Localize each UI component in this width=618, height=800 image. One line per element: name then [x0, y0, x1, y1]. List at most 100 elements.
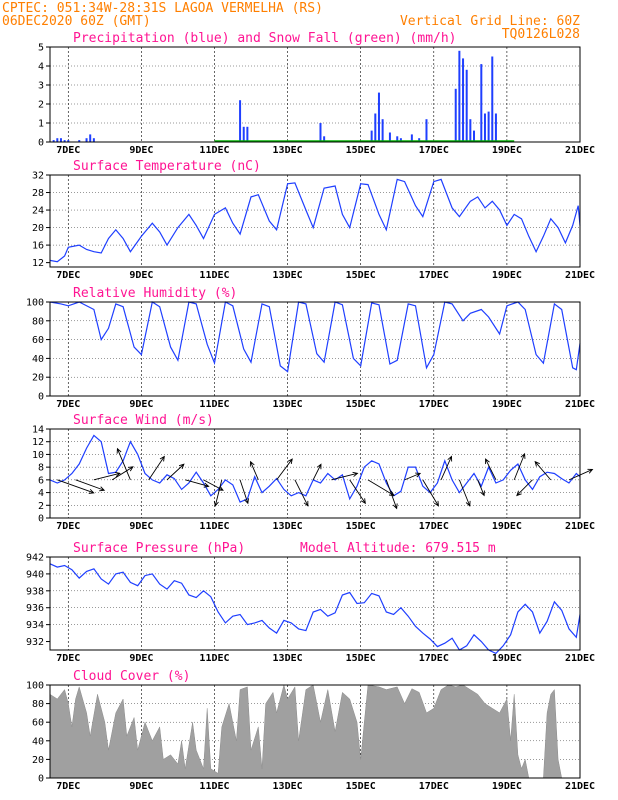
temp-ytick-label: 28: [32, 188, 44, 199]
wind-vector: [93, 471, 121, 481]
precip-xtick-label: 21DEC: [565, 145, 595, 156]
wind-line: [49, 434, 581, 503]
cloud-ytick-label: 100: [26, 681, 44, 692]
precip-ytick-label: 1: [38, 119, 44, 130]
wind-xtick-label: 13DEC: [273, 521, 303, 532]
precip-bar: [454, 88, 457, 142]
header-model: TQ0126L028: [502, 27, 580, 42]
wind-frame: [49, 428, 581, 519]
rh-xtick-label: 21DEC: [565, 399, 595, 410]
cloud-ytick-label: 0: [38, 774, 44, 785]
cloud-panel: Cloud Cover (%) 0 20 40 60 80 100 7DEC 9DEC 11DEC…: [26, 669, 595, 792]
temp-ytick-label: 24: [32, 206, 44, 217]
temp-xtick-label: 19DEC: [492, 270, 522, 281]
pressure-xtick-label: 15DEC: [346, 653, 376, 664]
rh-xtick-label: 19DEC: [492, 399, 522, 410]
wind-vector: [568, 468, 594, 481]
precip-bar: [323, 136, 326, 142]
rh-ytick-label: 60: [32, 335, 44, 346]
wind-vector: [485, 458, 497, 481]
wind-vector: [213, 479, 223, 507]
wind-ytick-label: 6: [38, 475, 44, 486]
cloud-ytick-label: 40: [32, 736, 44, 747]
rh-panel: Relative Humidity (%) 0 20 40 60 80 100 7DEC 9DE…: [26, 286, 595, 410]
wind-xtick-label: 21DEC: [565, 521, 595, 532]
wind-vector: [148, 455, 165, 481]
wind-vector: [331, 471, 359, 481]
rh-xtick-label: 13DEC: [273, 399, 303, 410]
precip-panel: Precipitation (blue) and Snow Fall (gree…: [38, 31, 595, 156]
rh-ytick-label: 0: [38, 392, 44, 403]
rh-ytick-label: 20: [32, 373, 44, 384]
rh-xtick-label: 17DEC: [419, 399, 449, 410]
wind-vector: [166, 463, 185, 481]
cloud-xtick-label: 19DEC: [492, 781, 522, 792]
precip-ytick-label: 0: [38, 138, 44, 149]
precip-bar: [319, 123, 322, 142]
wind-vector: [276, 458, 293, 481]
rh-line: [49, 301, 581, 373]
temp-xtick-label: 7DEC: [56, 270, 80, 281]
wind-ytick-label: 4: [38, 488, 44, 499]
precip-xtick-label: 7DEC: [56, 145, 80, 156]
cloud-xtick-label: 15DEC: [346, 781, 376, 792]
wind-vector: [312, 463, 322, 481]
wind-vector: [385, 479, 398, 510]
temp-xtick-label: 21DEC: [565, 270, 595, 281]
pressure-ytick-label: 936: [26, 603, 44, 614]
wind-vector: [349, 479, 366, 505]
precip-bar: [63, 140, 66, 142]
precip-bar: [473, 130, 475, 142]
precip-bar: [388, 132, 391, 142]
pressure-panel: Surface Pressure (hPa) Model Altitude: 67…: [26, 541, 595, 664]
wind-vector: [440, 455, 453, 481]
precip-bar: [377, 92, 380, 142]
rh-ytick-label: 80: [32, 316, 44, 327]
wind-vector: [513, 452, 526, 481]
wind-vector: [239, 479, 249, 505]
precip-ytick-label: 3: [38, 81, 44, 92]
precip-xtick-label: 11DEC: [199, 145, 229, 156]
precip-title: Precipitation (blue) and Snow Fall (gree…: [73, 31, 457, 46]
wind-vector: [249, 460, 259, 481]
wind-xtick-label: 17DEC: [419, 521, 449, 532]
temp-xtick-label: 15DEC: [346, 270, 376, 281]
pressure-xtick-label: 7DEC: [56, 653, 80, 664]
pressure-ytick-label: 934: [26, 620, 44, 631]
precip-bar: [480, 64, 483, 142]
pressure-title: Surface Pressure (hPa): [73, 541, 245, 556]
precip-bar: [494, 113, 497, 142]
precip-bar: [67, 140, 70, 142]
rh-xtick-label: 11DEC: [199, 399, 229, 410]
precip-xtick-label: 19DEC: [492, 145, 522, 156]
precip-xtick-label: 17DEC: [419, 145, 449, 156]
precip-ytick-label: 5: [38, 43, 44, 54]
wind-ytick-label: 0: [38, 514, 44, 525]
wind-vector: [57, 479, 95, 494]
cloud-ytick-label: 80: [32, 699, 44, 710]
cloud-xtick-label: 7DEC: [56, 781, 80, 792]
rh-xtick-label: 7DEC: [56, 399, 80, 410]
wind-vector: [422, 479, 439, 507]
precip-bar: [410, 134, 413, 142]
precip-bar: [56, 138, 59, 142]
rh-ytick-label: 100: [26, 298, 44, 309]
precip-bar: [370, 130, 373, 142]
cloud-ytick-label: 20: [32, 755, 44, 766]
pressure-frame: [49, 556, 581, 651]
precip-bar: [52, 140, 55, 142]
cloud-xtick-label: 13DEC: [273, 781, 303, 792]
temp-line: [49, 178, 581, 263]
temp-ytick-label: 16: [32, 241, 44, 252]
rh-frame: [49, 301, 581, 397]
wind-vector: [534, 460, 552, 481]
pressure-xtick-label: 13DEC: [273, 653, 303, 664]
precip-bar: [483, 113, 486, 142]
precip-ytick-label: 2: [38, 100, 44, 111]
precip-bar: [458, 50, 461, 142]
precip-bar: [374, 113, 377, 142]
temp-panel: Surface Temperature (nC) 12 16 20 24 28 32 7DEC…: [32, 159, 595, 281]
pressure-xtick-label: 9DEC: [129, 653, 153, 664]
cloud-frame: [49, 684, 581, 779]
